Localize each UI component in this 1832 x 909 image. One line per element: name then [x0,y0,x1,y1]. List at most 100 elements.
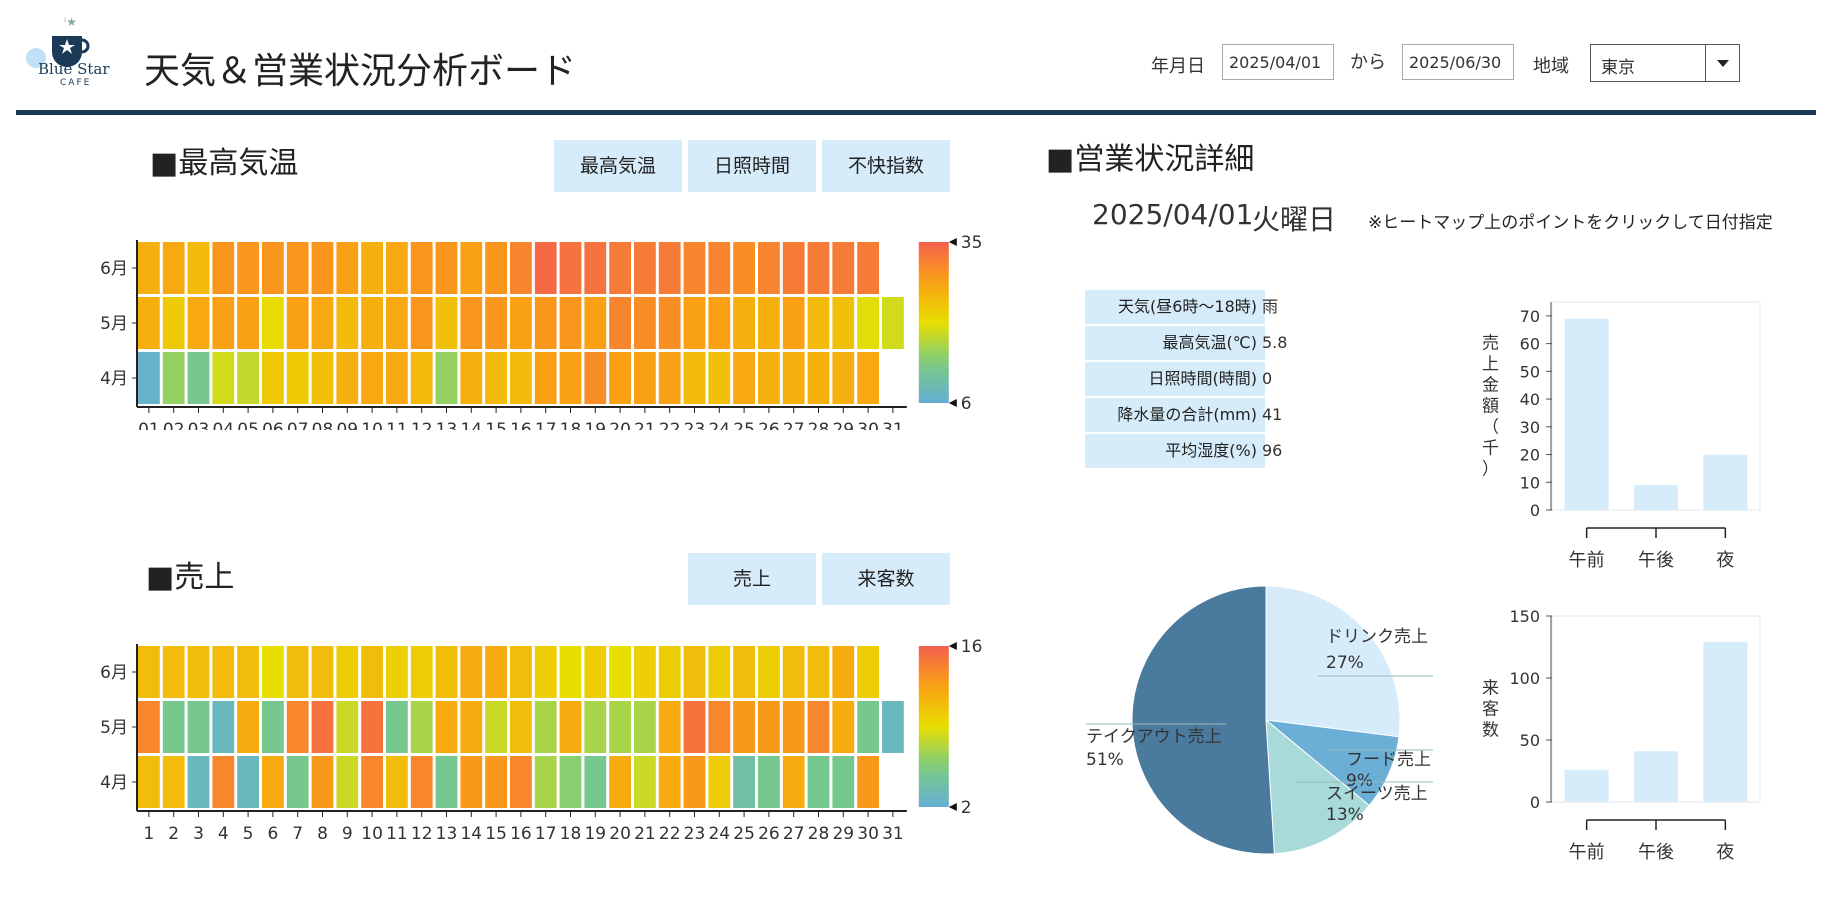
temp-heatmap[interactable]: 6月 5月 4月 01 02 03 04 05 06 07 08 09 10 11 12 13 14 15 16 17… [80,230,1020,430]
heatmap-cell[interactable] [857,756,879,808]
heatmap-cell[interactable] [534,701,557,753]
heatmap-cell[interactable] [410,646,433,698]
heatmap-cell[interactable] [559,352,582,404]
heatmap-cell[interactable] [460,701,483,753]
heatmap-cell[interactable] [311,756,334,808]
heatmap-cell[interactable] [286,756,309,808]
heatmap-cell[interactable] [559,646,582,698]
heatmap-cell[interactable] [460,352,483,404]
heatmap-cell[interactable] [559,242,582,294]
heatmap-cell[interactable] [336,756,359,808]
date-from-input[interactable]: 2025/04/01 [1222,44,1334,80]
heatmap-cell[interactable] [212,756,235,808]
heatmap-cell[interactable] [733,756,755,808]
heatmap-cell[interactable] [187,242,210,294]
heatmap-cell[interactable] [534,756,557,808]
heatmap-cell[interactable] [510,646,532,698]
heatmap-cell[interactable] [510,352,532,404]
heatmap-cell[interactable] [807,242,830,294]
heatmap-cell[interactable] [286,242,309,294]
heatmap-cell[interactable] [237,701,259,753]
heatmap-cell[interactable] [832,646,855,698]
heatmap-cell[interactable] [658,646,681,698]
tab-max-temp[interactable]: 最高気温 [554,140,682,192]
heatmap-cell[interactable] [782,756,805,808]
heatmap-cell[interactable] [237,297,259,349]
heatmap-cell[interactable] [758,297,780,349]
heatmap-cell[interactable] [187,297,210,349]
heatmap-cell[interactable] [857,297,879,349]
heatmap-cell[interactable] [336,701,359,753]
heatmap-cell[interactable] [658,242,681,294]
heatmap-cell[interactable] [882,701,904,753]
heatmap-cell[interactable] [708,701,731,753]
heatmap-cell[interactable] [262,701,284,753]
heatmap-cell[interactable] [584,756,607,808]
heatmap-cell[interactable] [311,701,334,753]
heatmap-cell[interactable] [634,297,656,349]
heatmap-cell[interactable] [658,352,681,404]
heatmap-cell[interactable] [237,242,259,294]
heatmap-cell[interactable] [708,756,731,808]
heatmap-cell[interactable] [510,297,532,349]
heatmap-cell[interactable] [609,352,631,404]
heatmap-cell[interactable] [882,297,904,349]
heatmap-cell[interactable] [386,756,408,808]
heatmap-cell[interactable] [336,352,359,404]
heatmap-cell[interactable] [311,242,334,294]
heatmap-cell[interactable] [485,756,507,808]
heatmap-cell[interactable] [386,646,408,698]
heatmap-cell[interactable] [584,242,607,294]
heatmap-cell[interactable] [609,297,631,349]
heatmap-cell[interactable] [361,646,383,698]
heatmap-cell[interactable] [485,242,507,294]
heatmap-cell[interactable] [187,756,210,808]
heatmap-cell[interactable] [485,701,507,753]
heatmap-cell[interactable] [658,701,681,753]
heatmap-cell[interactable] [410,352,433,404]
heatmap-cell[interactable] [435,242,458,294]
heatmap-cell[interactable] [683,756,706,808]
heatmap-cell[interactable] [386,352,408,404]
heatmap-cell[interactable] [832,242,855,294]
heatmap-cell[interactable] [609,646,631,698]
heatmap-cell[interactable] [212,297,235,349]
heatmap-cell[interactable] [435,646,458,698]
heatmap-cell[interactable] [559,297,582,349]
heatmap-cell[interactable] [609,701,631,753]
tab-visitors[interactable]: 来客数 [822,553,950,605]
heatmap-cell[interactable] [138,646,160,698]
heatmap-cell[interactable] [857,352,879,404]
heatmap-cell[interactable] [212,352,235,404]
heatmap-cell[interactable] [237,756,259,808]
heatmap-cell[interactable] [212,242,235,294]
heatmap-cell[interactable] [162,646,185,698]
heatmap-cell[interactable] [162,352,185,404]
heatmap-cell[interactable] [286,646,309,698]
heatmap-cell[interactable] [410,242,433,294]
heatmap-cell[interactable] [485,297,507,349]
heatmap-cell[interactable] [534,352,557,404]
heatmap-cell[interactable] [286,701,309,753]
heatmap-cell[interactable] [361,756,383,808]
heatmap-cell[interactable] [187,701,210,753]
heatmap-cell[interactable] [435,297,458,349]
heatmap-cell[interactable] [162,701,185,753]
tab-discomfort[interactable]: 不快指数 [822,140,950,192]
heatmap-cell[interactable] [212,646,235,698]
heatmap-cell[interactable] [584,701,607,753]
heatmap-cell[interactable] [584,352,607,404]
heatmap-cell[interactable] [807,297,830,349]
heatmap-cell[interactable] [634,701,656,753]
heatmap-cell[interactable] [733,297,755,349]
heatmap-cell[interactable] [807,646,830,698]
heatmap-cell[interactable] [311,297,334,349]
heatmap-cell[interactable] [262,297,284,349]
heatmap-cell[interactable] [510,701,532,753]
heatmap-cell[interactable] [286,297,309,349]
heatmap-cell[interactable] [584,646,607,698]
heatmap-cell[interactable] [237,646,259,698]
heatmap-cell[interactable] [336,297,359,349]
heatmap-cell[interactable] [634,242,656,294]
heatmap-cell[interactable] [758,646,780,698]
